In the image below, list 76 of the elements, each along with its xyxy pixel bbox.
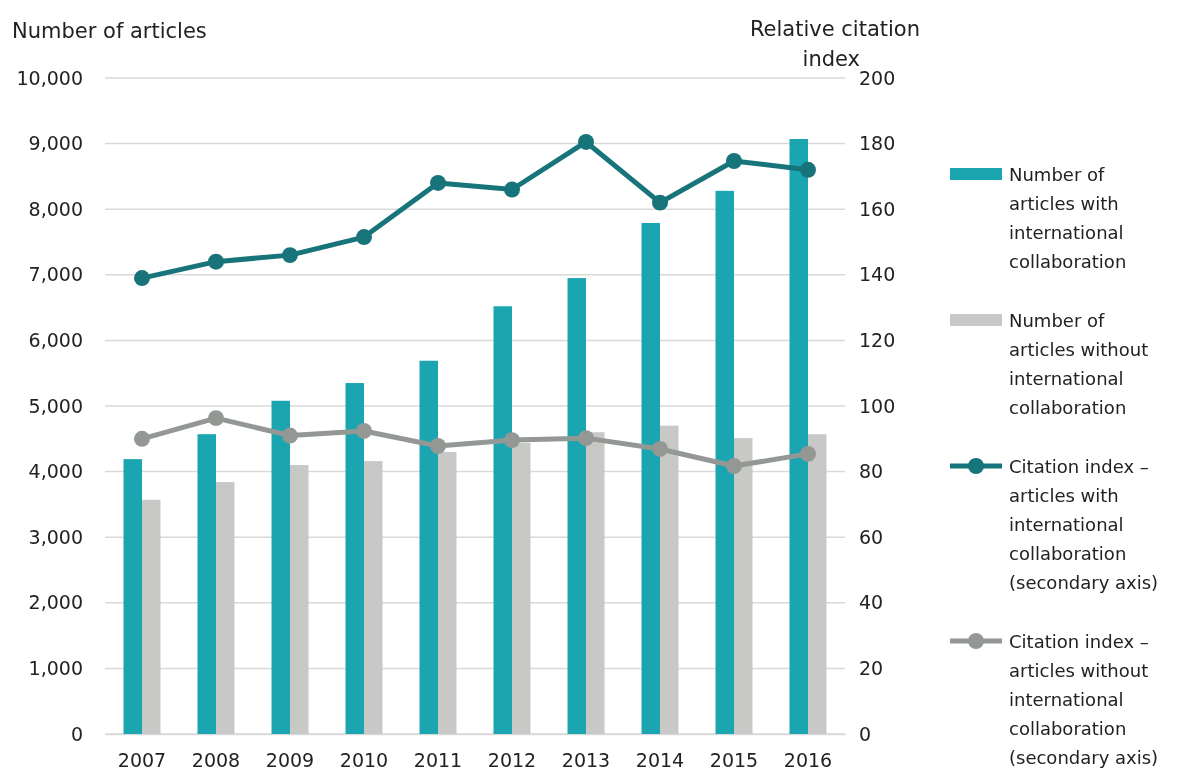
point	[504, 432, 520, 449]
y2-tick-label: 60	[859, 525, 884, 548]
bar	[660, 425, 679, 734]
point	[652, 194, 668, 211]
bar	[364, 461, 383, 734]
point	[282, 247, 298, 264]
y-tick-label: 7,000	[28, 263, 83, 286]
y-tick-label: 1,000	[28, 656, 83, 679]
x-tick-label: 2008	[191, 749, 241, 772]
bar	[419, 360, 438, 734]
x-tick-label: 2007	[117, 749, 167, 772]
y-axis-title: Number of articles	[12, 19, 207, 43]
x-tick-label: 2015	[709, 749, 759, 772]
point	[282, 427, 298, 444]
y2-tick-label: 80	[859, 460, 884, 483]
point	[726, 153, 742, 169]
bar	[715, 190, 734, 734]
point	[504, 181, 520, 198]
point	[208, 253, 224, 270]
bar	[493, 306, 512, 734]
legend-label: Number of articles with international collaboration	[1009, 164, 1127, 272]
point	[208, 410, 224, 427]
y2-tick-label: 0	[859, 722, 872, 745]
x-tick-label: 2016	[783, 749, 833, 772]
y2-tick-label: 140	[859, 263, 896, 286]
y2-tick-label: 120	[859, 328, 896, 351]
y-tick-label: 4,000	[28, 460, 83, 483]
x-tick-label: 2010	[339, 749, 389, 772]
x-tick-label: 2011	[413, 749, 463, 772]
bar	[789, 139, 808, 734]
x-tick-label: 2013	[561, 749, 611, 772]
y2-tick-label: 20	[859, 656, 884, 679]
bar	[345, 383, 364, 734]
y-tick-label: 2,000	[28, 591, 83, 614]
point	[134, 270, 150, 287]
bar	[197, 434, 216, 734]
legend-label: Number of articles without international collaboration	[1009, 310, 1149, 418]
y-tick-label: 0	[70, 722, 83, 745]
bar	[641, 222, 660, 734]
point	[356, 422, 372, 439]
y2-tick-label: 100	[859, 394, 896, 417]
bar	[271, 400, 290, 734]
point	[800, 445, 816, 462]
y-tick-label: 3,000	[28, 525, 83, 548]
bar	[586, 432, 605, 734]
point	[134, 430, 150, 447]
x-tick-label: 2012	[487, 749, 537, 772]
y-tick-label: 9,000	[28, 132, 83, 155]
point	[800, 161, 816, 178]
bar	[734, 438, 753, 734]
y2-tick-label: 160	[859, 197, 896, 220]
bar	[290, 465, 309, 734]
point	[430, 438, 446, 454]
x-tick-label: 2014	[635, 749, 685, 772]
point	[652, 441, 668, 457]
y-tick-label: 8,000	[28, 197, 83, 220]
point	[578, 134, 594, 150]
x-tick-label: 2009	[265, 749, 315, 772]
bar	[808, 434, 827, 734]
bar	[142, 499, 161, 734]
bar	[567, 278, 586, 734]
y2-tick-label: 180	[859, 132, 896, 155]
bar	[512, 442, 531, 734]
point	[430, 175, 446, 191]
point	[726, 458, 742, 474]
point	[356, 229, 372, 246]
y-tick-label: 6,000	[28, 328, 83, 351]
point	[578, 430, 594, 447]
y-tick-label: 5,000	[28, 394, 83, 417]
bar	[216, 482, 235, 734]
legend-label: Citation index – articles with international collaboration (secondary axis)	[1009, 456, 1159, 593]
bar	[438, 451, 457, 734]
legend-label: Citation index – articles without international collaboration (secondary axis)	[1009, 631, 1159, 768]
y2-tick-label: 40	[859, 591, 884, 614]
y-tick-label: 10,000	[16, 66, 83, 89]
bar	[123, 459, 142, 734]
